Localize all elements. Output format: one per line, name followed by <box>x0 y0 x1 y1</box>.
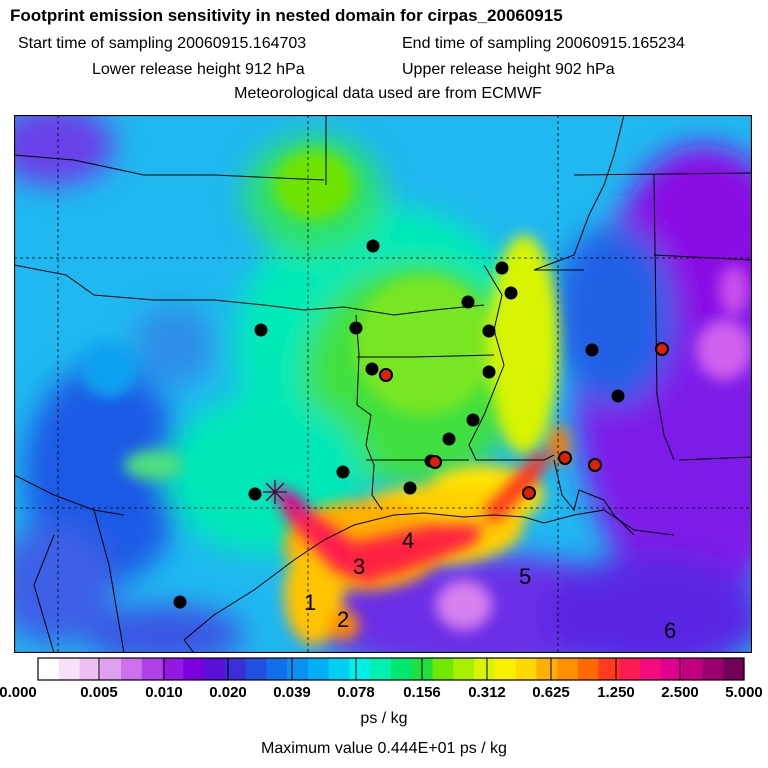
met-data-label: Meteorological data used are from ECMWF <box>234 85 542 102</box>
colorbar-swatch <box>328 658 351 680</box>
station-marker <box>504 286 518 300</box>
colorbar-tick: 0.010 <box>145 684 183 701</box>
colorbar-swatch <box>432 658 454 680</box>
end-time-label: End time of sampling 20060915.165234 <box>402 35 685 52</box>
colorbar-tick: 5.000 <box>725 684 763 701</box>
station-marker <box>428 455 442 469</box>
region-label-4: 4 <box>402 528 414 553</box>
colorbar-swatch <box>619 658 641 680</box>
region-label-2: 2 <box>337 607 349 632</box>
colorbar-swatch <box>577 658 600 680</box>
colorbar-tick: 0.078 <box>337 684 375 701</box>
colorbar-tick: 0.156 <box>403 684 441 701</box>
colorbar: 0.000 0.005 0.010 0.020 0.039 0.078 0.15… <box>0 657 763 701</box>
colorbar-units: ps / kg <box>360 710 408 727</box>
colorbar-tick-labels: 0.000 0.005 0.010 0.020 0.039 0.078 0.15… <box>0 684 763 701</box>
colorbar-swatch <box>370 658 392 680</box>
colorbar-swatch <box>245 658 268 680</box>
station-marker <box>365 362 379 376</box>
colorbar-swatch <box>702 658 724 680</box>
colorbar-swatch <box>681 658 704 680</box>
station-marker <box>466 413 480 427</box>
station-marker <box>588 458 602 472</box>
station-marker <box>558 451 572 465</box>
colorbar-swatch <box>141 658 164 680</box>
colorbar-tick: 2.500 <box>661 684 699 701</box>
station-marker <box>482 324 496 338</box>
station-marker <box>442 432 456 446</box>
station-marker <box>336 465 350 479</box>
region-label-6: 6 <box>664 618 676 643</box>
station-marker <box>585 343 599 357</box>
boundaries <box>14 115 752 653</box>
stations <box>173 239 669 609</box>
colorbar-swatch <box>660 658 683 680</box>
colorbar-swatch <box>58 658 81 680</box>
station-marker <box>173 595 187 609</box>
footprint-map[interactable]: 1 2 3 4 5 6 <box>14 115 752 653</box>
colorbar-tick: 0.312 <box>468 684 506 701</box>
station-marker <box>254 323 268 337</box>
colorbar-swatch <box>79 658 101 680</box>
max-value-label: Maximum value 0.444E+01 ps / kg <box>261 740 507 757</box>
start-time-label: Start time of sampling 20060915.164703 <box>18 35 307 52</box>
station-marker <box>366 239 380 253</box>
colorbar-tick: 1.250 <box>597 684 635 701</box>
region-labels: 1 2 3 4 5 6 <box>304 528 676 643</box>
colorbar-swatch <box>723 658 745 680</box>
colorbar-swatch <box>453 658 475 680</box>
station-marker <box>248 487 262 501</box>
colorbar-swatch <box>266 658 288 680</box>
lower-release-label: Lower release height 912 hPa <box>92 61 305 78</box>
colorbar-swatch <box>287 658 309 680</box>
colorbar-swatch <box>162 658 184 680</box>
colorbar-swatch <box>307 658 330 680</box>
upper-release-label: Upper release height 902 hPa <box>402 61 615 78</box>
station-marker <box>522 486 536 500</box>
colorbar-tick: 0.000 <box>0 684 37 701</box>
colorbar-swatch <box>100 658 122 680</box>
colorbar-swatch <box>557 658 579 680</box>
colorbar-tick: 0.005 <box>80 684 118 701</box>
station-marker <box>403 481 417 495</box>
colorbar-tick: 0.039 <box>273 684 311 701</box>
colorbar-swatch <box>349 658 371 680</box>
region-label-3: 3 <box>353 554 365 579</box>
station-marker <box>611 389 625 403</box>
colorbar-dividers <box>98 658 681 680</box>
station-marker <box>461 295 475 309</box>
station-marker <box>349 321 363 335</box>
colorbar-swatches <box>38 658 745 680</box>
page-title: Footprint emission sensitivity in nested… <box>10 6 563 25</box>
colorbar-swatch <box>494 658 517 680</box>
sensitivity-field <box>14 115 752 653</box>
colorbar-swatch <box>515 658 537 680</box>
colorbar-swatch <box>536 658 558 680</box>
station-marker <box>495 261 509 275</box>
colorbar-swatch <box>598 658 621 680</box>
region-label-5: 5 <box>519 564 531 589</box>
release-point-marker <box>263 480 287 504</box>
region-label-1: 1 <box>304 590 316 615</box>
station-marker <box>655 342 669 356</box>
colorbar-swatch <box>204 658 226 680</box>
colorbar-swatch <box>391 658 413 680</box>
colorbar-swatch <box>224 658 247 680</box>
colorbar-tick: 0.020 <box>209 684 247 701</box>
colorbar-swatch <box>183 658 205 680</box>
station-marker <box>482 365 496 379</box>
colorbar-swatch <box>640 658 662 680</box>
station-marker <box>379 368 393 382</box>
graticule <box>14 115 752 653</box>
colorbar-tick: 0.625 <box>532 684 570 701</box>
colorbar-swatch <box>121 658 143 680</box>
colorbar-swatch <box>474 658 496 680</box>
colorbar-swatch <box>38 658 60 680</box>
